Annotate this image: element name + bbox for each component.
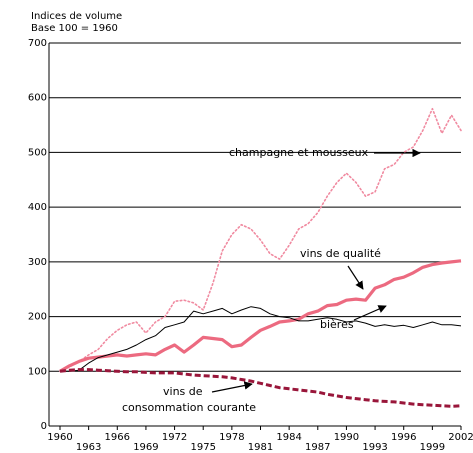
y-tick-label: 0 [41,421,47,432]
x-tick-label: 1972 [162,432,187,443]
y-tick-label: 300 [28,257,47,268]
x-tick-label: 1960 [47,432,72,443]
arrow [211,381,253,393]
x-tick-label: 1987 [305,442,330,453]
y-tick-label: 500 [28,147,47,158]
x-tick-label: 1984 [276,432,301,443]
series-line [59,259,462,373]
y-tick-label: 200 [28,312,47,323]
x-tick-label: 2002 [448,432,473,443]
y-tick-label: 400 [28,202,47,213]
annotation: consommation courante [122,401,256,414]
x-tick-label: 1996 [391,432,416,443]
annotation: vins de [163,385,203,398]
y-tick-label: 100 [28,366,47,377]
x-tick-label: 1981 [248,442,273,453]
arrow [347,265,364,290]
series-line [60,306,462,372]
x-tick-label: 1993 [362,442,387,453]
x-tick-label: 1990 [334,432,359,443]
annotation: vins de qualité [300,247,381,260]
x-tick-label: 1966 [105,432,130,443]
series-line [59,107,462,373]
subtitle: Indices de volume [31,11,122,22]
y-tick-label: 600 [28,93,47,104]
chart-title: Base 100 = 1960 [31,23,118,34]
x-tick-label: 1978 [219,432,244,443]
x-tick-label: 1963 [76,442,101,453]
series-line [59,368,462,408]
annotation: bières [320,318,354,331]
annotation: champagne et mousseux [229,146,369,159]
x-tick-label: 1975 [190,442,215,453]
x-tick-label: 1999 [420,442,445,453]
arrow [353,305,387,321]
x-tick-label: 1969 [133,442,158,453]
y-tick-label: 700 [28,38,47,49]
